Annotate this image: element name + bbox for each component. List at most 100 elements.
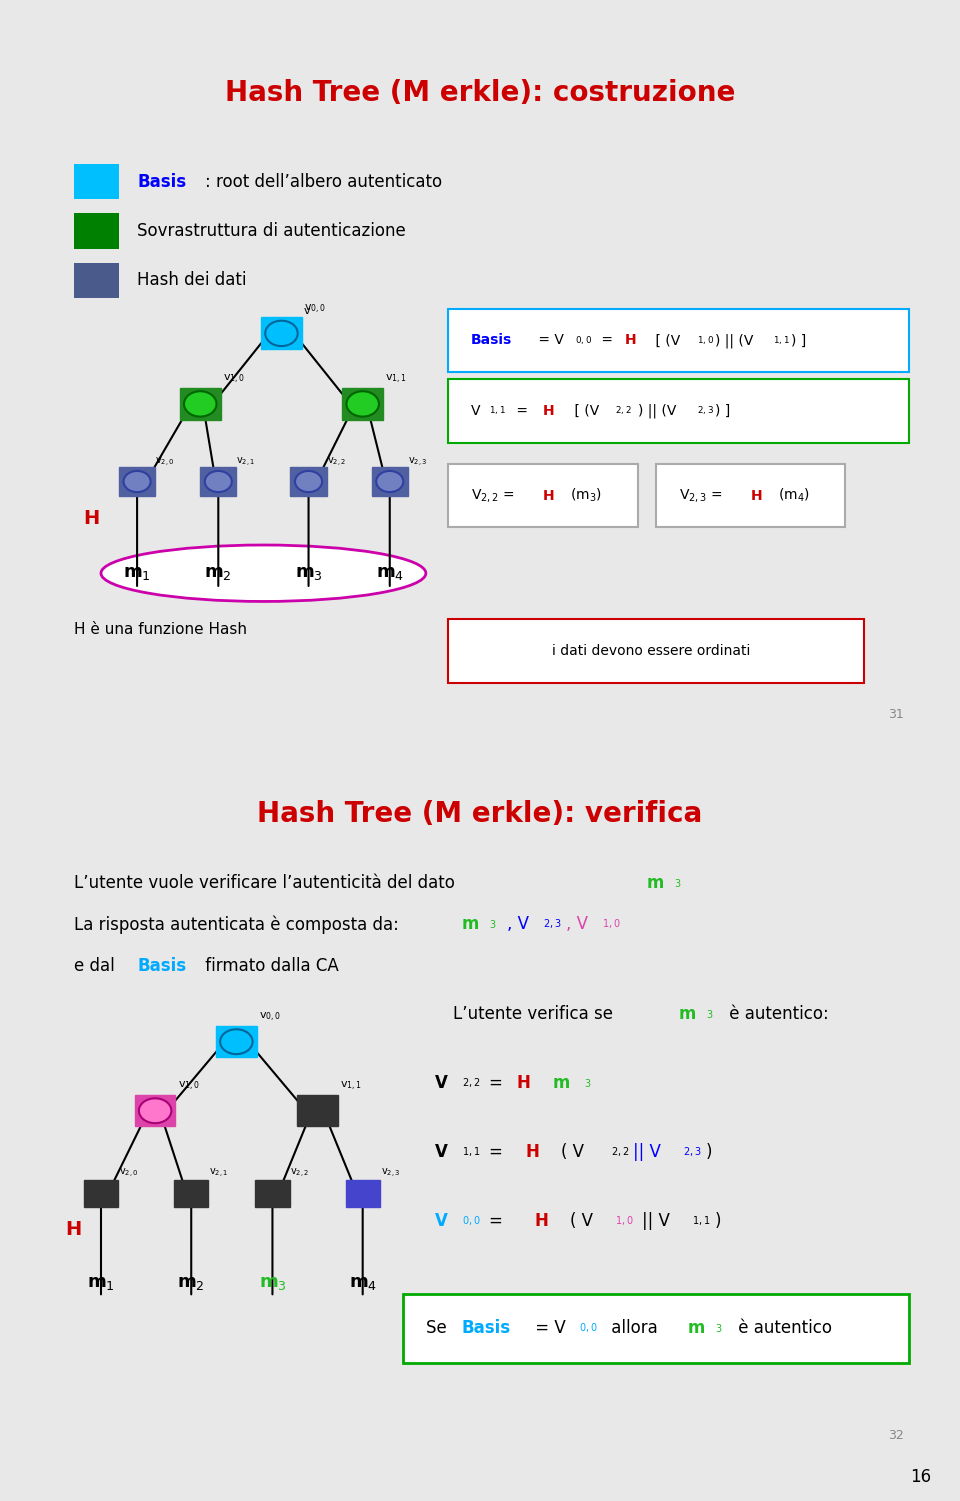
Text: (m$_4$): (m$_4$) bbox=[778, 486, 809, 504]
FancyBboxPatch shape bbox=[346, 1180, 380, 1207]
Text: $_{2,2}$: $_{2,2}$ bbox=[615, 404, 632, 417]
Text: m$_2$: m$_2$ bbox=[178, 1274, 205, 1292]
Text: V: V bbox=[435, 1213, 447, 1231]
Text: $_{1,0}$: $_{1,0}$ bbox=[615, 1214, 635, 1228]
Text: =: = bbox=[512, 404, 532, 417]
Text: Basis: Basis bbox=[137, 173, 186, 191]
FancyBboxPatch shape bbox=[74, 164, 119, 200]
FancyBboxPatch shape bbox=[403, 1294, 908, 1363]
Text: [ (V: [ (V bbox=[570, 404, 599, 417]
Text: ) || (V: ) || (V bbox=[637, 404, 676, 419]
Text: Basis: Basis bbox=[471, 333, 513, 347]
Text: V: V bbox=[435, 1075, 447, 1093]
Text: Se: Se bbox=[426, 1319, 452, 1337]
Text: $_{0,0}$: $_{0,0}$ bbox=[575, 333, 592, 347]
FancyBboxPatch shape bbox=[255, 1180, 290, 1207]
Text: V: V bbox=[435, 1144, 447, 1162]
Text: $_{1,1}$: $_{1,1}$ bbox=[773, 333, 790, 347]
FancyBboxPatch shape bbox=[656, 464, 846, 527]
Text: m$_4$: m$_4$ bbox=[348, 1274, 376, 1292]
Text: $_3$: $_3$ bbox=[489, 917, 496, 931]
FancyBboxPatch shape bbox=[201, 467, 236, 495]
Text: m$_3$: m$_3$ bbox=[295, 564, 323, 582]
Text: v$_{2,2}$: v$_{2,2}$ bbox=[326, 456, 346, 468]
Circle shape bbox=[347, 392, 379, 417]
Text: $_{1,1}$: $_{1,1}$ bbox=[692, 1214, 710, 1228]
FancyBboxPatch shape bbox=[134, 1096, 176, 1126]
Text: v$_{1,0}$: v$_{1,0}$ bbox=[223, 374, 245, 386]
Text: $_{2,2}$: $_{2,2}$ bbox=[611, 1145, 630, 1159]
FancyBboxPatch shape bbox=[174, 1180, 208, 1207]
Text: || V: || V bbox=[634, 1144, 661, 1162]
Text: $_{2,2}$: $_{2,2}$ bbox=[462, 1076, 480, 1090]
Text: $_{2,3}$: $_{2,3}$ bbox=[543, 917, 562, 931]
FancyBboxPatch shape bbox=[448, 309, 908, 372]
Circle shape bbox=[265, 321, 298, 347]
Text: è autentico:: è autentico: bbox=[724, 1006, 828, 1024]
Text: ): ) bbox=[706, 1144, 712, 1162]
Text: $_3$: $_3$ bbox=[674, 877, 682, 890]
Text: 31: 31 bbox=[888, 708, 904, 722]
Text: v$_{0,0}$: v$_{0,0}$ bbox=[259, 1012, 281, 1024]
Text: v$_{2,3}$: v$_{2,3}$ bbox=[408, 456, 427, 468]
Text: è autentico: è autentico bbox=[732, 1319, 831, 1337]
Text: ) || (V: ) || (V bbox=[714, 333, 753, 348]
FancyBboxPatch shape bbox=[261, 318, 301, 350]
Text: v$_{2,3}$: v$_{2,3}$ bbox=[381, 1166, 400, 1180]
Text: v$_{2,1}$: v$_{2,1}$ bbox=[209, 1166, 228, 1180]
FancyBboxPatch shape bbox=[84, 1180, 118, 1207]
Text: $_3$: $_3$ bbox=[714, 1321, 722, 1336]
FancyBboxPatch shape bbox=[74, 213, 119, 249]
Text: =: = bbox=[597, 333, 617, 347]
Text: $_3$: $_3$ bbox=[706, 1007, 713, 1021]
Text: Basis: Basis bbox=[462, 1319, 511, 1337]
Circle shape bbox=[204, 471, 231, 492]
Text: m: m bbox=[679, 1006, 696, 1024]
Text: m: m bbox=[647, 874, 664, 892]
Text: ) ]: ) ] bbox=[714, 404, 730, 417]
Text: [ (V: [ (V bbox=[652, 333, 681, 347]
Text: $_{1,1}$: $_{1,1}$ bbox=[489, 404, 506, 417]
Text: H: H bbox=[525, 1144, 539, 1162]
FancyBboxPatch shape bbox=[291, 467, 326, 495]
Text: Hash Tree (M erkle): costruzione: Hash Tree (M erkle): costruzione bbox=[225, 80, 735, 108]
Text: $_{0,0}$: $_{0,0}$ bbox=[462, 1214, 481, 1228]
Text: firmato dalla CA: firmato dalla CA bbox=[201, 956, 339, 974]
Text: H: H bbox=[83, 509, 99, 528]
Text: v$_{2,0}$: v$_{2,0}$ bbox=[119, 1166, 138, 1180]
Text: (m$_3$): (m$_3$) bbox=[570, 486, 602, 504]
Text: H: H bbox=[534, 1213, 548, 1231]
Text: H: H bbox=[543, 489, 555, 503]
Text: v$_{2,2}$: v$_{2,2}$ bbox=[291, 1166, 310, 1180]
Text: V: V bbox=[471, 404, 480, 417]
Text: e dal: e dal bbox=[74, 956, 120, 974]
Text: =: = bbox=[489, 1075, 508, 1093]
Text: = V: = V bbox=[530, 1319, 565, 1337]
FancyBboxPatch shape bbox=[216, 1027, 256, 1057]
FancyBboxPatch shape bbox=[448, 380, 908, 443]
Text: m$_1$: m$_1$ bbox=[87, 1274, 115, 1292]
Text: H: H bbox=[65, 1220, 82, 1238]
FancyBboxPatch shape bbox=[448, 464, 637, 527]
Text: ( V: ( V bbox=[562, 1144, 585, 1162]
Text: $_{0,0}$: $_{0,0}$ bbox=[579, 1321, 598, 1336]
Text: m: m bbox=[552, 1075, 569, 1093]
Text: L’utente verifica se: L’utente verifica se bbox=[453, 1006, 618, 1024]
Text: ) ]: ) ] bbox=[791, 333, 806, 347]
Text: $_{1,0}$: $_{1,0}$ bbox=[697, 333, 713, 347]
Text: m: m bbox=[462, 916, 479, 934]
Text: , V: , V bbox=[507, 916, 529, 934]
Text: v$_{1,1}$: v$_{1,1}$ bbox=[385, 374, 407, 386]
Text: m$_1$: m$_1$ bbox=[123, 564, 151, 582]
Text: allora: allora bbox=[607, 1319, 663, 1337]
FancyBboxPatch shape bbox=[180, 389, 221, 420]
Text: , V: , V bbox=[565, 916, 588, 934]
Text: ): ) bbox=[714, 1213, 721, 1231]
Text: $_{1,0}$: $_{1,0}$ bbox=[602, 917, 620, 931]
Text: m$_4$: m$_4$ bbox=[375, 564, 404, 582]
Text: =: = bbox=[489, 1213, 508, 1231]
Circle shape bbox=[220, 1030, 252, 1054]
Ellipse shape bbox=[101, 545, 426, 602]
Text: v$_{2,0}$: v$_{2,0}$ bbox=[156, 456, 175, 468]
Circle shape bbox=[376, 471, 403, 492]
